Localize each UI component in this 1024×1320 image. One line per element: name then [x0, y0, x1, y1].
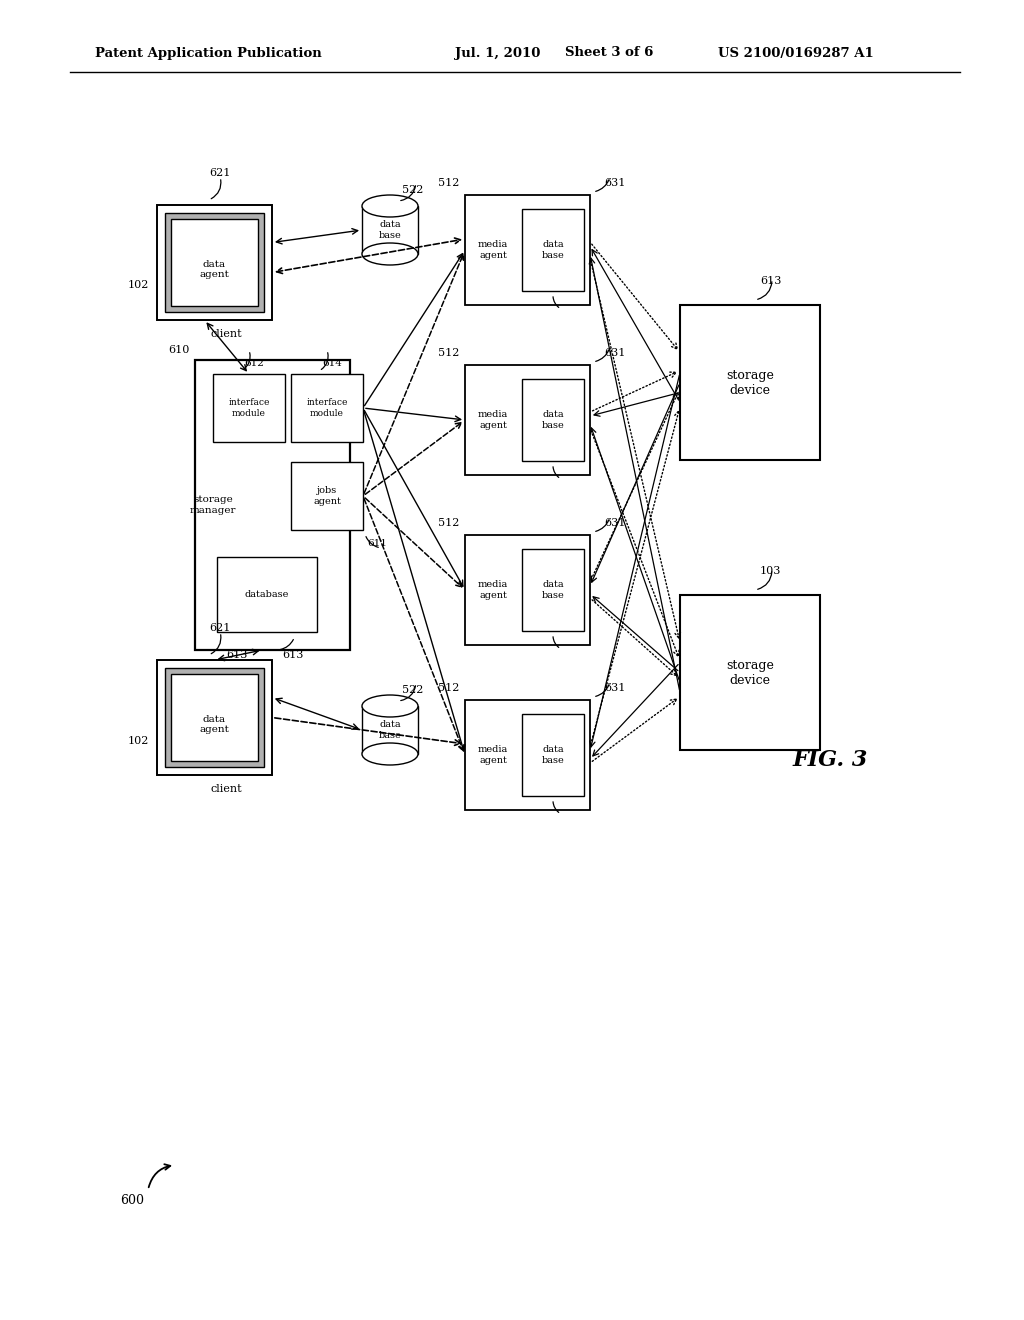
Text: data
base: data base: [542, 746, 564, 764]
Text: client: client: [210, 329, 242, 339]
Bar: [465, 700, 590, 810]
Bar: [165, 213, 264, 312]
Text: 102: 102: [128, 735, 150, 746]
Text: 522: 522: [402, 685, 423, 696]
Text: data
base: data base: [542, 240, 564, 260]
Text: 631: 631: [604, 348, 626, 358]
Text: 512: 512: [437, 682, 459, 693]
Bar: [362, 206, 418, 253]
Bar: [171, 675, 258, 762]
Text: data
agent: data agent: [200, 714, 229, 734]
Bar: [680, 595, 820, 750]
Bar: [171, 219, 258, 306]
Text: Patent Application Publication: Patent Application Publication: [95, 46, 322, 59]
Ellipse shape: [362, 696, 418, 717]
Text: data
base: data base: [379, 220, 401, 240]
Text: database: database: [245, 590, 289, 599]
Text: US 2100/0169287 A1: US 2100/0169287 A1: [718, 46, 873, 59]
Text: 512: 512: [437, 517, 459, 528]
Text: 621: 621: [209, 168, 230, 178]
Bar: [465, 366, 590, 475]
Text: media
agent: media agent: [478, 411, 508, 430]
Ellipse shape: [362, 195, 418, 216]
Text: interface
module: interface module: [306, 399, 348, 417]
Text: data
base: data base: [542, 411, 564, 430]
Text: 631: 631: [604, 517, 626, 528]
Text: media
agent: media agent: [478, 240, 508, 260]
Text: 611: 611: [367, 540, 387, 549]
Bar: [362, 706, 418, 754]
Text: 613: 613: [760, 276, 781, 286]
Text: 102: 102: [128, 281, 150, 290]
Text: storage
manager: storage manager: [189, 495, 237, 515]
Bar: [195, 360, 350, 649]
Ellipse shape: [362, 243, 418, 265]
Text: 610: 610: [169, 345, 190, 355]
Text: data
base: data base: [542, 581, 564, 599]
Text: media
agent: media agent: [478, 746, 508, 764]
Ellipse shape: [362, 743, 418, 766]
Text: 631: 631: [604, 178, 626, 187]
Text: 613: 613: [226, 649, 248, 660]
Text: media
agent: media agent: [478, 581, 508, 599]
Text: 621: 621: [209, 623, 230, 634]
Bar: [522, 209, 584, 290]
Text: FIG. 3: FIG. 3: [793, 748, 867, 771]
Bar: [465, 535, 590, 645]
Text: storage
device: storage device: [726, 659, 774, 686]
Text: data
agent: data agent: [200, 260, 229, 279]
Bar: [465, 195, 590, 305]
Text: Sheet 3 of 6: Sheet 3 of 6: [565, 46, 653, 59]
Text: 612: 612: [244, 359, 264, 368]
Text: jobs
agent: jobs agent: [313, 486, 341, 506]
Bar: [157, 205, 272, 319]
Text: 512: 512: [437, 348, 459, 358]
Bar: [522, 714, 584, 796]
Text: storage
device: storage device: [726, 368, 774, 396]
Text: 613: 613: [283, 649, 304, 660]
Bar: [291, 462, 362, 531]
Bar: [522, 379, 584, 461]
Text: 614: 614: [322, 359, 342, 368]
Text: Jul. 1, 2010: Jul. 1, 2010: [455, 46, 541, 59]
Bar: [291, 374, 362, 442]
Text: interface
module: interface module: [228, 399, 269, 417]
Text: client: client: [210, 784, 242, 795]
Bar: [217, 557, 317, 632]
Bar: [522, 549, 584, 631]
Bar: [680, 305, 820, 459]
Text: 600: 600: [120, 1193, 144, 1206]
Bar: [157, 660, 272, 775]
Bar: [165, 668, 264, 767]
Text: data
base: data base: [379, 721, 401, 739]
Text: 522: 522: [402, 185, 423, 195]
Text: 631: 631: [604, 682, 626, 693]
Text: 512: 512: [437, 178, 459, 187]
Text: 103: 103: [760, 566, 781, 576]
Bar: [213, 374, 285, 442]
